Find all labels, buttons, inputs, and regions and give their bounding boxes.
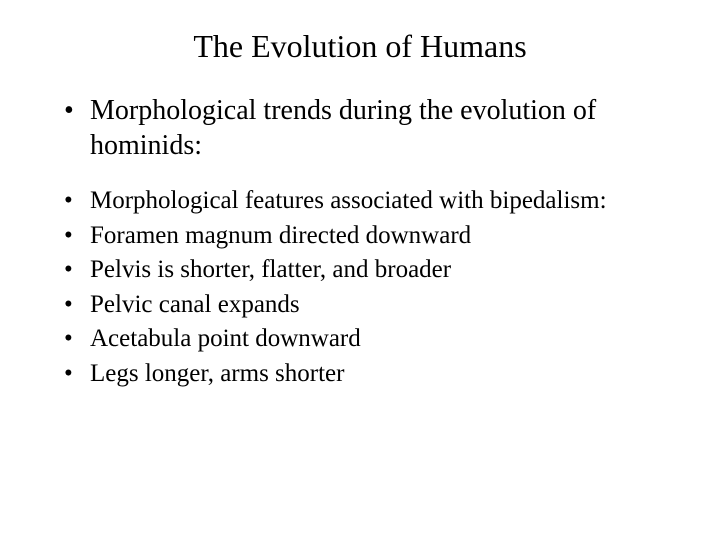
sub-bullet-item: Pelvis is shorter, flatter, and broader — [60, 254, 660, 287]
sub-bullet-item: Foramen magnum directed downward — [60, 220, 660, 253]
sub-bullet-item: Morphological features associated with b… — [60, 185, 660, 218]
sub-bullet-item: Pelvic canal expands — [60, 289, 660, 322]
slide-title: The Evolution of Humans — [60, 28, 660, 65]
main-bullet-item: Morphological trends during the evolutio… — [60, 93, 660, 163]
sub-bullet-item: Legs longer, arms shorter — [60, 358, 660, 391]
sub-bullet-item: Acetabula point downward — [60, 323, 660, 356]
